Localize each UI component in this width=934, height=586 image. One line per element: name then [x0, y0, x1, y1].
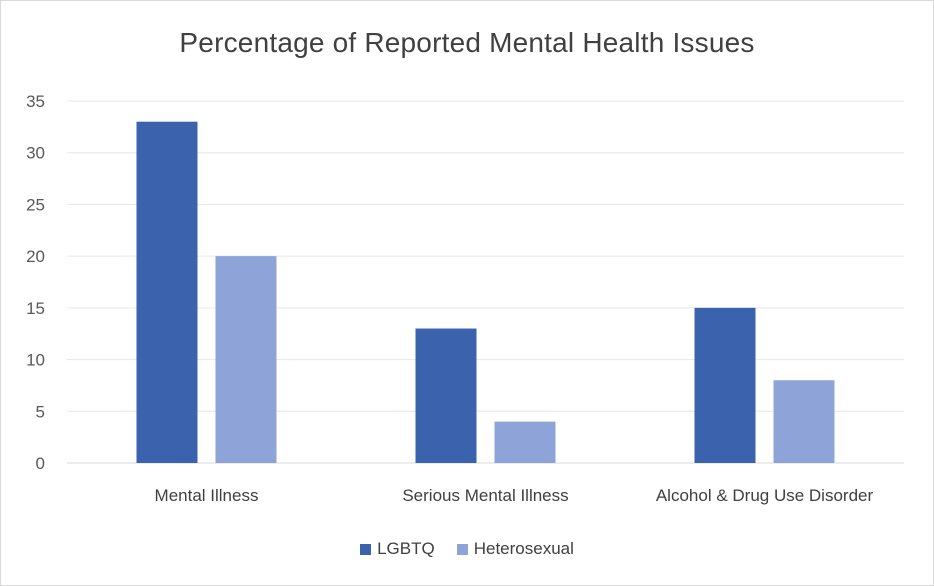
bar-heterosexual-1 [215, 256, 277, 463]
y-tick-label: 35 [26, 92, 45, 111]
bar-lgbtq-2 [415, 328, 477, 463]
x-category-label: Alcohol & Drug Use Disorder [656, 486, 874, 505]
bar-heterosexual-3 [773, 380, 835, 463]
legend-item: LGBTQ [360, 539, 435, 559]
legend-swatch [456, 543, 468, 555]
y-tick-label: 0 [36, 454, 45, 473]
chart-title: Percentage of Reported Mental Health Iss… [179, 27, 755, 58]
y-tick-label: 25 [26, 195, 45, 214]
y-tick-label: 10 [26, 351, 45, 370]
x-category-label: Mental Illness [155, 486, 259, 505]
bar-lgbtq-1 [136, 121, 198, 463]
y-tick-label: 30 [26, 144, 45, 163]
bar-heterosexual-2 [494, 421, 556, 463]
legend-swatch [360, 543, 372, 555]
legend-item: Heterosexual [456, 539, 574, 559]
y-tick-label: 15 [26, 299, 45, 318]
legend-label: LGBTQ [377, 539, 435, 558]
bar-lgbtq-3 [694, 307, 756, 463]
chart-legend: LGBTQ Heterosexual [1, 539, 933, 559]
x-category-label: Serious Mental Illness [402, 486, 568, 505]
y-tick-label: 5 [36, 402, 45, 421]
legend-label: Heterosexual [473, 539, 574, 558]
y-tick-label: 20 [26, 247, 45, 266]
